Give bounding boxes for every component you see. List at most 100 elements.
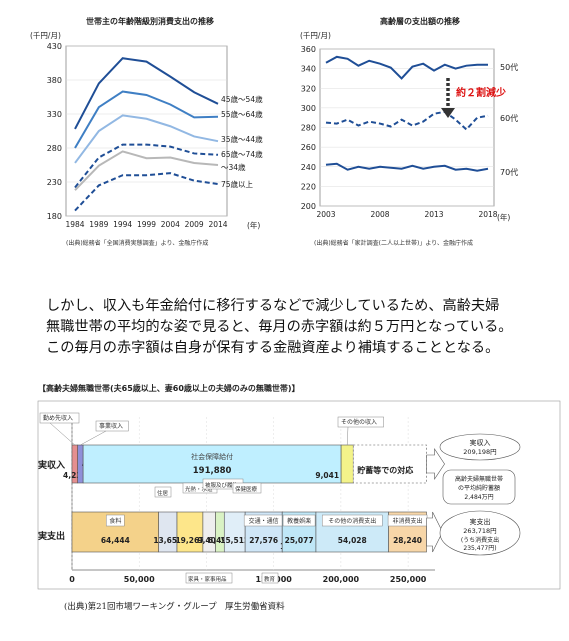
expense-segment-value: 15,512: [220, 536, 249, 545]
income-segment-name-box: [337, 416, 384, 428]
chart1-y-tick: 230: [47, 178, 62, 187]
body-line-1: しかし、収入も年金給付に移行するなどで減少しているため、高齢夫婦: [46, 298, 500, 314]
chart2-x-tick: 2003: [316, 210, 335, 219]
expense-callout-title: 実支出: [470, 517, 491, 526]
chart2-plot: 200 220 240 260 280 300 320 340 360 2003 2008 2013 2…: [301, 45, 518, 219]
chart3-x-tick: 250,000: [390, 575, 427, 584]
income-segment-name: その他の収入: [341, 418, 377, 426]
chart1-x-tick: 2014: [208, 220, 227, 229]
income-segment-value: 4,232: [63, 471, 87, 480]
chart1-y-tick: 180: [47, 212, 62, 221]
expense-bar-segment: [158, 511, 178, 553]
chart2-y-tick: 340: [301, 65, 316, 74]
chart2-y-tick: 260: [301, 143, 316, 152]
chart2-x-tick: 2018: [478, 210, 497, 219]
expense-callout-value: 263,718円: [463, 527, 496, 535]
expense-segment-value: 28,240: [393, 536, 422, 545]
chart2-x-tick: 2013: [424, 210, 443, 219]
chart2-series-label: 60代: [500, 113, 518, 123]
chart1-source: (出典)総務省「全国消費実態調査」より、金融庁作成: [66, 240, 209, 247]
chart1-y-tick: 430: [47, 42, 62, 51]
chart3-category-label: 実支出: [38, 530, 65, 542]
expense-segment-value: 27,576: [249, 536, 278, 545]
income-gap-box: [352, 444, 427, 484]
chart1-x-tick: 2009: [185, 220, 204, 229]
income-bar-segment: [82, 444, 342, 484]
income-segment-leader: [80, 430, 107, 446]
expense-segment-value: 64,444: [101, 536, 130, 545]
income-segment-name-box: [95, 420, 129, 432]
expense-segment-name: 住居: [157, 489, 169, 497]
chart2-y-tick: 320: [301, 84, 316, 93]
expense-segment-name-box: [232, 482, 262, 494]
income-segment-value: 9,041: [315, 471, 339, 480]
chart3-frame: [37, 400, 561, 590]
expense-callout-ellipse: [439, 510, 521, 556]
savings-note-line3: 2,484万円: [464, 494, 493, 501]
income-segment-leader: [49, 422, 76, 446]
chart1-series-label: 75歳以上: [221, 179, 254, 189]
chart1-y-tick: 280: [47, 144, 62, 153]
chart3-title: 【高齢夫婦無職世帯(夫65歳以上、妻60歳以上の夫婦のみの無職世帯)】: [38, 384, 300, 393]
chart1-series-line: [74, 150, 219, 191]
chart2-y-tick: 240: [301, 163, 316, 172]
chart2-title: 高齢層の支出額の推移: [380, 17, 460, 26]
savings-note-box: [442, 469, 516, 505]
expense-bar-segment: [176, 511, 204, 553]
expense-segment-name: 光熱・水道: [185, 485, 213, 493]
expense-arrow: [426, 511, 443, 553]
chart1-x-tick: 2004: [161, 220, 180, 229]
expense-segment-name-box: [106, 514, 125, 527]
chart1-series-label: ～34歳: [221, 162, 246, 172]
income-callout-ellipse: [439, 433, 521, 461]
chart2-series-line: [325, 110, 489, 131]
expense-bar-segment: [223, 511, 246, 553]
chart1-x-tick: 1994: [113, 220, 132, 229]
expense-segment-value: 19,267: [175, 536, 204, 545]
chart2-y-tick: 200: [301, 202, 316, 211]
chart3-category-label: 実収入: [38, 459, 65, 471]
income-segment-name: 事業収入: [99, 422, 123, 430]
expense-segment-name: 食料: [109, 517, 121, 525]
chart1-x-tick: 1984: [65, 220, 84, 229]
chart1-series-label: 65歳～74歳: [221, 149, 263, 159]
chart1-series-line: [74, 90, 219, 149]
chart2-y-tick: 220: [301, 182, 316, 191]
expense-segment-name: 教養娯楽: [287, 517, 311, 525]
expense-segment-name-box: [185, 572, 233, 584]
expense-segment-name-box: [154, 486, 172, 498]
body-line-2: 無職世帯の平均的な姿で見ると、毎月の赤字額は約５万円となっている。: [46, 319, 513, 335]
chart2-series-line: [325, 55, 488, 80]
income-segment-value: 191,880: [193, 466, 232, 476]
chart3-plot: 050,000100,000150,000200,000250,000実収入実支…: [37, 400, 561, 590]
expense-segment-value: 6,497: [208, 536, 232, 545]
expense-segment-name: 保健医療: [235, 485, 258, 493]
chart1-series-line: [74, 114, 219, 164]
expense-bar-segment: [202, 511, 216, 553]
income-arrow: [426, 448, 445, 480]
chart2-y-tick: 300: [301, 104, 316, 113]
expense-segment-value: 9,405: [197, 536, 221, 545]
expense-segment-name: その他の消費支出: [328, 517, 376, 525]
chart1-series-label: 35歳～44歳: [221, 134, 263, 144]
chart2-y-tick: 360: [301, 45, 316, 54]
savings-note-line1: 高齢夫婦無職世帯: [455, 475, 503, 483]
expense-segment-name: 教育: [264, 575, 276, 583]
expense-segment-value: 54,028: [338, 536, 367, 545]
chart1-title: 世帯主の年齢階級別消費支出の推移: [86, 17, 214, 26]
chart1-x-unit: (年): [247, 221, 261, 230]
chart2-reduction-arrow-head: [441, 108, 455, 118]
expense-segment-value: 13,656: [153, 536, 182, 545]
body-paragraph: しかし、収入も年金給付に移行するなどで減少しているため、高齢夫婦 無職世帯の平均…: [46, 296, 561, 359]
expense-segment-name-box: [322, 514, 383, 527]
chart2-y-tick: 280: [301, 124, 316, 133]
income-segment-name-box: [39, 412, 80, 424]
income-gap-label: 貯蓄等での対応: [357, 465, 413, 475]
chart1-plot: 180 230 280 330 380 430 1984 1989 1994 1999 2004 20…: [47, 42, 263, 229]
chart3-x-tick: 50,000: [124, 575, 155, 584]
income-segment-name: 社会保障給付: [191, 452, 233, 461]
income-callout-value: 209,198円: [463, 448, 496, 456]
chart2-annotation: 約２割減少: [456, 86, 506, 99]
chart2-source: (出典)総務省「家計調査(二人以上世帯)」より、金融庁作成: [314, 240, 474, 247]
savings-note-line2: の平均純貯蓄額: [458, 484, 500, 492]
